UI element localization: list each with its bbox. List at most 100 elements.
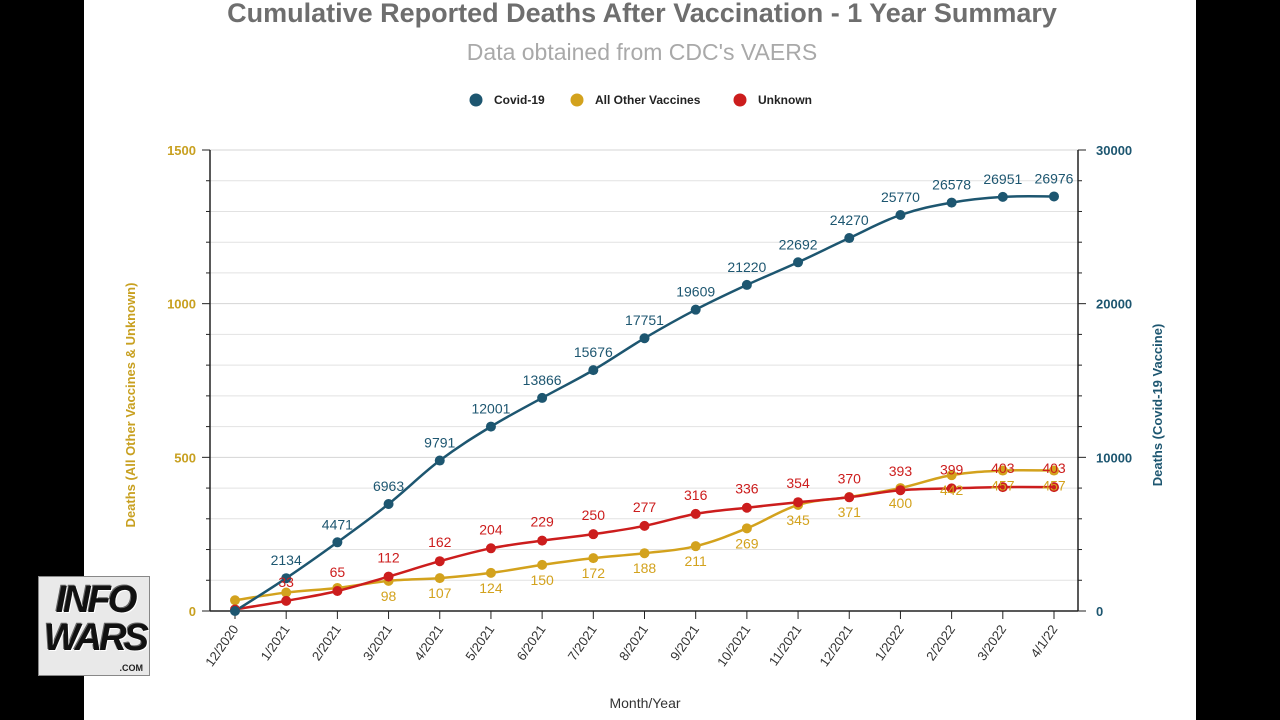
data-point[interactable] bbox=[997, 482, 1008, 493]
data-point[interactable] bbox=[281, 587, 292, 598]
data-label: 13866 bbox=[523, 372, 562, 388]
data-point[interactable] bbox=[997, 191, 1008, 202]
data-label: 250 bbox=[582, 507, 606, 523]
x-tick-label: 5/2021 bbox=[462, 622, 497, 663]
data-label: 2134 bbox=[271, 552, 302, 568]
x-tick-label: 10/2021 bbox=[714, 622, 753, 669]
data-point[interactable] bbox=[946, 197, 957, 208]
x-tick-label: 2/2021 bbox=[309, 622, 344, 663]
data-label: 277 bbox=[633, 499, 657, 515]
data-point[interactable] bbox=[793, 497, 804, 508]
data-point[interactable] bbox=[230, 606, 240, 616]
legend-label: All Other Vaccines bbox=[595, 93, 701, 107]
legend-marker bbox=[733, 93, 747, 107]
data-point[interactable] bbox=[537, 559, 548, 570]
data-point[interactable] bbox=[281, 595, 292, 606]
data-label: 26951 bbox=[983, 171, 1022, 187]
data-label: 9791 bbox=[424, 435, 455, 451]
x-tick-label: 1/2022 bbox=[872, 622, 907, 663]
x-tick-label: 6/2021 bbox=[513, 622, 548, 663]
legend: Covid-19 All Other Vaccines Unknown bbox=[469, 93, 813, 107]
data-point[interactable] bbox=[485, 421, 496, 432]
data-point[interactable] bbox=[690, 304, 701, 315]
legend-item[interactable]: Covid-19 bbox=[469, 93, 546, 107]
data-label: 269 bbox=[735, 535, 759, 551]
legend-label: Unknown bbox=[758, 93, 812, 107]
data-point[interactable] bbox=[1049, 465, 1059, 476]
data-label: 22692 bbox=[779, 236, 818, 252]
data-point[interactable] bbox=[1049, 191, 1059, 202]
data-point[interactable] bbox=[895, 485, 906, 496]
data-label: 26976 bbox=[1035, 170, 1074, 186]
data-label: 172 bbox=[582, 565, 606, 581]
data-point[interactable] bbox=[844, 492, 855, 503]
data-point[interactable] bbox=[639, 520, 650, 531]
data-point[interactable] bbox=[741, 502, 752, 513]
data-point[interactable] bbox=[588, 365, 599, 376]
data-point[interactable] bbox=[844, 233, 855, 244]
data-point[interactable] bbox=[997, 465, 1008, 476]
data-label: 204 bbox=[479, 521, 503, 537]
x-tick-label: 7/2021 bbox=[565, 622, 600, 663]
data-point[interactable] bbox=[1049, 482, 1059, 493]
data-point[interactable] bbox=[639, 333, 650, 344]
data-point[interactable] bbox=[434, 556, 445, 567]
logo-text-bottom: WARS bbox=[44, 617, 149, 659]
series-points bbox=[230, 191, 1059, 616]
data-label: 33 bbox=[278, 574, 294, 590]
data-label: 107 bbox=[428, 585, 452, 601]
data-label: 112 bbox=[377, 550, 400, 566]
data-point[interactable] bbox=[741, 523, 752, 534]
data-point[interactable] bbox=[895, 210, 906, 221]
data-point[interactable] bbox=[690, 541, 701, 552]
data-point[interactable] bbox=[383, 571, 394, 582]
data-label: 316 bbox=[684, 487, 708, 503]
data-point[interactable] bbox=[639, 548, 650, 559]
data-label: 24270 bbox=[830, 212, 869, 228]
data-label: 19609 bbox=[676, 284, 715, 300]
data-point[interactable] bbox=[434, 573, 445, 584]
data-label: 6963 bbox=[373, 478, 404, 494]
data-label: 336 bbox=[735, 481, 759, 497]
y-tick-label-left: 1500 bbox=[167, 143, 196, 158]
data-point[interactable] bbox=[793, 257, 804, 268]
data-label: 399 bbox=[940, 461, 964, 477]
data-label: 371 bbox=[838, 504, 862, 520]
logo-text-top: INFO bbox=[55, 579, 138, 621]
x-tick-label: 8/2021 bbox=[616, 622, 651, 663]
data-point[interactable] bbox=[537, 535, 548, 546]
data-label: 403 bbox=[1042, 460, 1066, 476]
data-point[interactable] bbox=[741, 279, 752, 290]
data-point[interactable] bbox=[946, 470, 957, 481]
data-point[interactable] bbox=[383, 499, 394, 510]
data-point[interactable] bbox=[434, 455, 445, 466]
data-point[interactable] bbox=[690, 508, 701, 519]
chart-subtitle: Data obtained from CDC's VAERS bbox=[467, 39, 817, 65]
data-point[interactable] bbox=[485, 543, 496, 554]
logo-suffix: .COM bbox=[119, 663, 144, 673]
data-label: 124 bbox=[479, 580, 503, 596]
y-tick-label-left: 1000 bbox=[167, 297, 196, 312]
y-tick-label-right: 0 bbox=[1096, 604, 1103, 619]
data-label: 4471 bbox=[322, 516, 353, 532]
legend-item[interactable]: Unknown bbox=[733, 93, 813, 107]
data-label: 211 bbox=[685, 553, 708, 569]
data-label: 150 bbox=[530, 572, 554, 588]
data-point[interactable] bbox=[588, 553, 599, 564]
data-point[interactable] bbox=[281, 573, 292, 584]
data-label: 457 bbox=[991, 478, 1015, 494]
data-point[interactable] bbox=[537, 392, 548, 403]
data-label: 400 bbox=[889, 495, 913, 511]
data-point[interactable] bbox=[485, 567, 496, 578]
data-point[interactable] bbox=[588, 529, 599, 540]
data-point[interactable] bbox=[230, 595, 240, 606]
data-point[interactable] bbox=[332, 537, 343, 548]
data-point[interactable] bbox=[332, 586, 343, 597]
y-axis-label-right: Deaths (Covid-19 Vaccine) bbox=[1150, 324, 1165, 487]
x-tick-label: 2/2022 bbox=[923, 622, 958, 663]
data-point[interactable] bbox=[946, 483, 957, 494]
legend-item[interactable]: All Other Vaccines bbox=[570, 93, 701, 107]
data-label: 15676 bbox=[574, 344, 613, 360]
